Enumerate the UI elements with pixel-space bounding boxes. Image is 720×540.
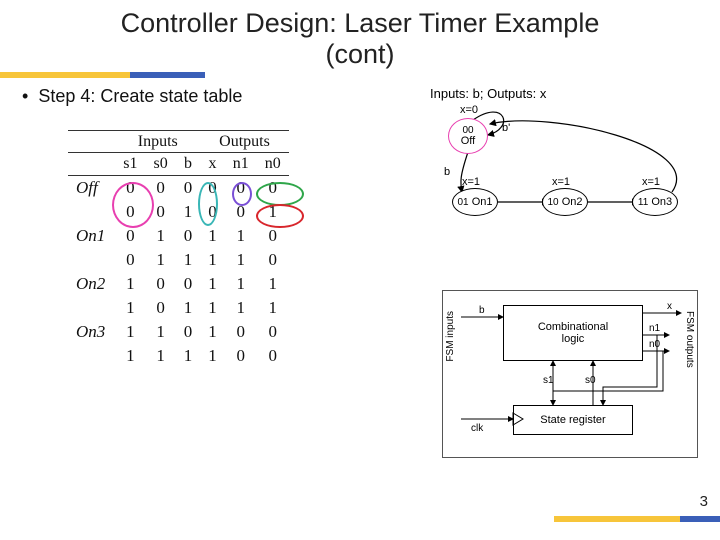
cell: 0 [225,200,257,224]
cell: 1 [200,320,225,344]
cell: 0 [176,320,201,344]
cell: 1 [225,272,257,296]
cell: 0 [115,200,145,224]
accent-top-blue [130,72,205,78]
cell: 0 [176,224,201,248]
cell: 1 [146,320,176,344]
edge-label-b: b [444,166,450,178]
th-n0: n0 [257,153,289,176]
cell: 1 [176,296,201,320]
cell: 0 [257,224,289,248]
cell: 0 [225,320,257,344]
cell: 1 [115,272,145,296]
cell: 0 [115,224,145,248]
th-s0: s0 [146,153,176,176]
th-inputs: Inputs [115,131,200,153]
th-n1: n1 [225,153,257,176]
row-label-on1: On1 [68,224,115,248]
cell: 0 [257,176,289,201]
state-off: 00 Off [448,118,488,154]
state-table: Inputs Outputs s1 s0 b x n1 n0 Off 0 0 0… [68,130,289,368]
cell: 1 [115,320,145,344]
state-on1: 01 On1 [452,188,498,216]
sig-n1: n1 [649,323,660,334]
cell: 1 [176,200,201,224]
accent-bottom-blue [680,516,720,522]
fsm-io-label: Inputs: b; Outputs: x [430,86,546,101]
cell: 1 [200,344,225,368]
row-label-on3: On3 [68,320,115,344]
cell: 0 [257,248,289,272]
cell: 1 [200,296,225,320]
title-line1: Controller Design: Laser Timer Example [10,8,710,39]
th-s1: s1 [115,153,145,176]
on2-out-label: x=1 [552,176,570,188]
cell: 0 [146,272,176,296]
cell: 0 [115,176,145,201]
cell: 1 [200,224,225,248]
state-on3: 11 On3 [632,188,678,216]
edge-label-bprime: b' [502,122,510,134]
th-b: b [176,153,201,176]
on3-out-label: x=1 [642,176,660,188]
cell: 0 [146,200,176,224]
accent-bottom-yellow [554,516,684,522]
cell: 1 [200,272,225,296]
cell: 1 [225,248,257,272]
cell: 0 [146,176,176,201]
cell: 0 [176,272,201,296]
title-line2: (cont) [10,39,710,70]
cell: 0 [257,344,289,368]
cell: 1 [115,296,145,320]
sig-b: b [479,305,485,316]
sig-s0: s0 [585,375,596,386]
cell: 1 [176,248,201,272]
cell: 1 [146,344,176,368]
sig-clk: clk [471,423,483,434]
on1-out-label: x=1 [462,176,480,188]
cell: 1 [257,272,289,296]
off-out-label: x=0 [460,104,478,116]
cell: 0 [257,320,289,344]
cell: 1 [200,248,225,272]
state-on2: 10 On2 [542,188,588,216]
row-label-off: Off [68,176,115,201]
cell: 1 [257,200,289,224]
state-table-region: Inputs Outputs s1 s0 b x n1 n0 Off 0 0 0… [68,130,289,368]
cell: 0 [200,176,225,201]
cell: 1 [225,224,257,248]
step-bullet-line: •Step 4: Create state table [22,86,242,107]
sig-s1: s1 [543,375,554,386]
page-number: 3 [700,493,708,510]
cell: 0 [225,176,257,201]
cell: 0 [115,248,145,272]
row-label-on2: On2 [68,272,115,296]
cell: 0 [176,176,201,201]
cell: 0 [225,344,257,368]
cell: 1 [176,344,201,368]
cell: 1 [146,224,176,248]
cell: 0 [146,296,176,320]
sig-x: x [667,301,672,312]
th-outputs: Outputs [200,131,289,153]
cell: 1 [225,296,257,320]
cell: 0 [200,200,225,224]
th-x: x [200,153,225,176]
cell: 1 [115,344,145,368]
state-diagram: x=0 00 Off b' b x=1 01 On1 x=1 10 On2 x=… [420,100,710,250]
cell: 1 [146,248,176,272]
step-text: Step 4: Create state table [38,86,242,106]
block-diagram: FSM inputs FSM outputs Combinational log… [442,290,698,458]
sig-n0: n0 [649,339,660,350]
accent-top-yellow [0,72,130,78]
cell: 1 [257,296,289,320]
